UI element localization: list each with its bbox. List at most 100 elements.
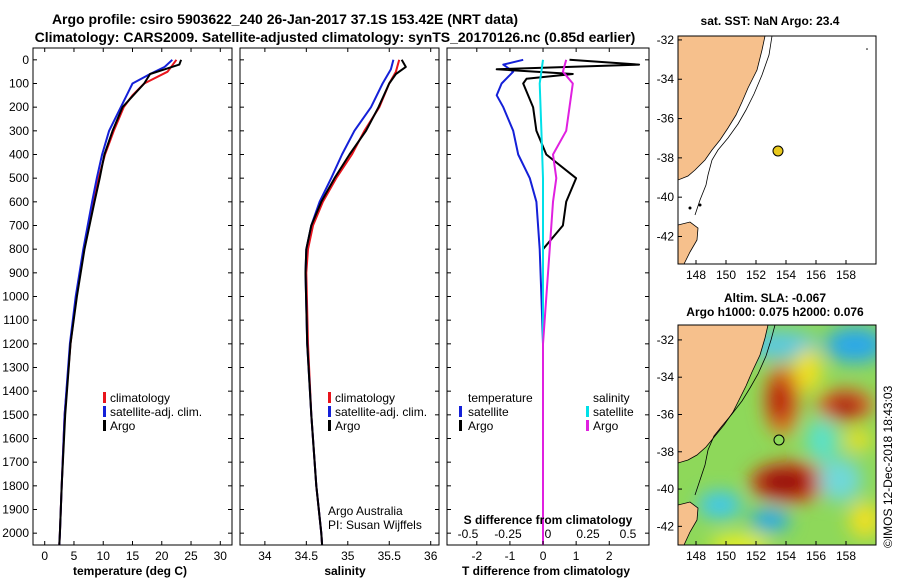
depth-tick-label: 1800 (2, 479, 29, 493)
series-line-satellite-adj-clim- (304, 59, 395, 545)
x-tick-label: -2 (471, 549, 482, 563)
s-diff-tick-label: 0 (545, 527, 552, 541)
lat-tick-label: -38 (657, 445, 675, 459)
tasmania-land (678, 501, 699, 545)
lon-tick-label: 158 (836, 268, 856, 282)
series-line-s-argo (542, 59, 574, 545)
salinity-series (304, 59, 407, 545)
difference-panel (446, 47, 650, 546)
lon-tick-label: 158 (836, 549, 856, 563)
depth-tick-label: 300 (9, 124, 29, 138)
annotation-argo-australia: Argo Australia (328, 504, 403, 518)
legend-t-satellite: satellite (468, 405, 509, 419)
lat-tick-label: -32 (657, 333, 675, 347)
depth-tick-label: 200 (9, 100, 29, 114)
lon-tick-label: 156 (806, 268, 826, 282)
s-diff-tick-label: 0.25 (576, 527, 600, 541)
legend-t-argo: Argo (468, 419, 494, 433)
temperature-xlabel: temperature (deg C) (73, 564, 187, 578)
x-tick-label: 0 (41, 549, 48, 563)
salinity-legend: climatology satellite-adj. clim. Argo Ar… (328, 391, 427, 532)
lat-tick-label: -32 (657, 33, 675, 47)
sst-map (678, 36, 876, 264)
depth-axis: 0 100 200 300 400 500 600 700 800 900 1000 1100 1200… (2, 53, 29, 540)
shelf-contour (694, 36, 773, 216)
x-tick-label: 1 (573, 549, 580, 563)
legend-climatology: climatology (335, 391, 395, 405)
depth-tick-label: 400 (9, 148, 29, 162)
x-tick-label: 30 (214, 549, 228, 563)
lat-tick-label: -40 (657, 190, 675, 204)
x-tick-label: 35 (341, 549, 355, 563)
lat-tick-label: -40 (657, 482, 675, 496)
legend-s-satellite: satellite (593, 405, 634, 419)
depth-tick-label: 600 (9, 195, 29, 209)
difference-legend: temperature satellite Argo salinity sate… (459, 391, 634, 433)
sst-map-axes: -32 -34 -36 -38 -40 -42 148 150 152 154 156 158 (657, 33, 857, 282)
sla-map-axes: -32 -34 -36 -38 -40 -42 148 150 152 154 156 158 (657, 333, 857, 563)
depth-tick-label: 700 (9, 219, 29, 233)
sla-map (678, 325, 876, 545)
legend-temperature-title: temperature (468, 391, 533, 405)
x-tick-label: 34 (258, 549, 272, 563)
depth-tick-label: 1200 (2, 337, 29, 351)
difference-series (495, 58, 641, 545)
depth-tick-label: 1700 (2, 455, 29, 469)
lat-tick-label: -38 (657, 151, 675, 165)
x-tick-label: 36 (424, 549, 438, 563)
series-line-argo (58, 59, 183, 545)
lat-tick-label: -36 (657, 407, 675, 421)
x-tick-label: 10 (97, 549, 111, 563)
depth-tick-label: 1100 (3, 313, 29, 327)
x-tick-label: 35.5 (378, 549, 402, 563)
depth-tick-label: 1600 (2, 432, 29, 446)
s-difference-label: S difference from climatology (464, 513, 633, 527)
depth-tick-label: 900 (9, 266, 29, 280)
shelf-contour (694, 325, 776, 496)
imos-watermark: ©IMOS 12-Dec-2018 18:43:03 (881, 385, 895, 548)
depth-tick-label: 800 (9, 242, 29, 256)
x-tick-label: 34.5 (295, 549, 319, 563)
legend-satellite: satellite-adj. clim. (110, 405, 202, 419)
lon-tick-label: 148 (686, 268, 706, 282)
lon-tick-label: 156 (806, 549, 826, 563)
sst-map-frame (677, 35, 877, 265)
legend-argo: Argo (335, 419, 361, 433)
legend-salinity-title: salinity (593, 391, 630, 405)
s-diff-tick-label: 0.5 (620, 527, 637, 541)
lat-tick-label: -36 (657, 112, 675, 126)
lon-tick-label: 150 (716, 268, 736, 282)
x-tick-label: 5 (71, 549, 78, 563)
x-tick-label: 0 (540, 549, 547, 563)
lon-tick-label: 152 (746, 268, 766, 282)
australia-land (678, 325, 769, 464)
temperature-series (58, 59, 183, 545)
depth-tick-label: 1000 (2, 290, 29, 304)
legend-argo: Argo (110, 419, 136, 433)
salinity-xlabel: salinity (324, 564, 366, 578)
depth-tick-label: 0 (22, 53, 29, 67)
annotation-pi: PI: Susan Wijffels (328, 518, 422, 532)
legend-climatology: climatology (110, 391, 170, 405)
depth-tick-label: 1500 (2, 408, 29, 422)
sla-map-title-1: Altim. SLA: -0.067 (724, 291, 826, 305)
depth-tick-label: 1900 (2, 503, 29, 517)
sla-map-title-2: Argo h1000: 0.075 h2000: 0.076 (686, 305, 864, 319)
argo-location-marker (772, 145, 784, 157)
argo-location-marker (773, 434, 785, 446)
legend-s-argo: Argo (593, 419, 619, 433)
depth-tick-label: 100 (9, 77, 29, 91)
x-tick-label: 2 (606, 549, 613, 563)
x-tick-label: 15 (126, 549, 140, 563)
lon-tick-label: 148 (686, 549, 706, 563)
series-line-argo (304, 59, 407, 545)
s-diff-tick-label: -0.5 (458, 527, 479, 541)
lat-tick-label: -42 (657, 229, 675, 243)
lon-tick-label: 154 (776, 268, 796, 282)
island-marker (866, 48, 868, 50)
sst-map-title: sat. SST: NaN Argo: 23.4 (701, 14, 840, 28)
s-diff-tick-label: -0.25 (494, 527, 522, 541)
island-marker (698, 203, 702, 207)
sla-map-frame (677, 324, 877, 546)
